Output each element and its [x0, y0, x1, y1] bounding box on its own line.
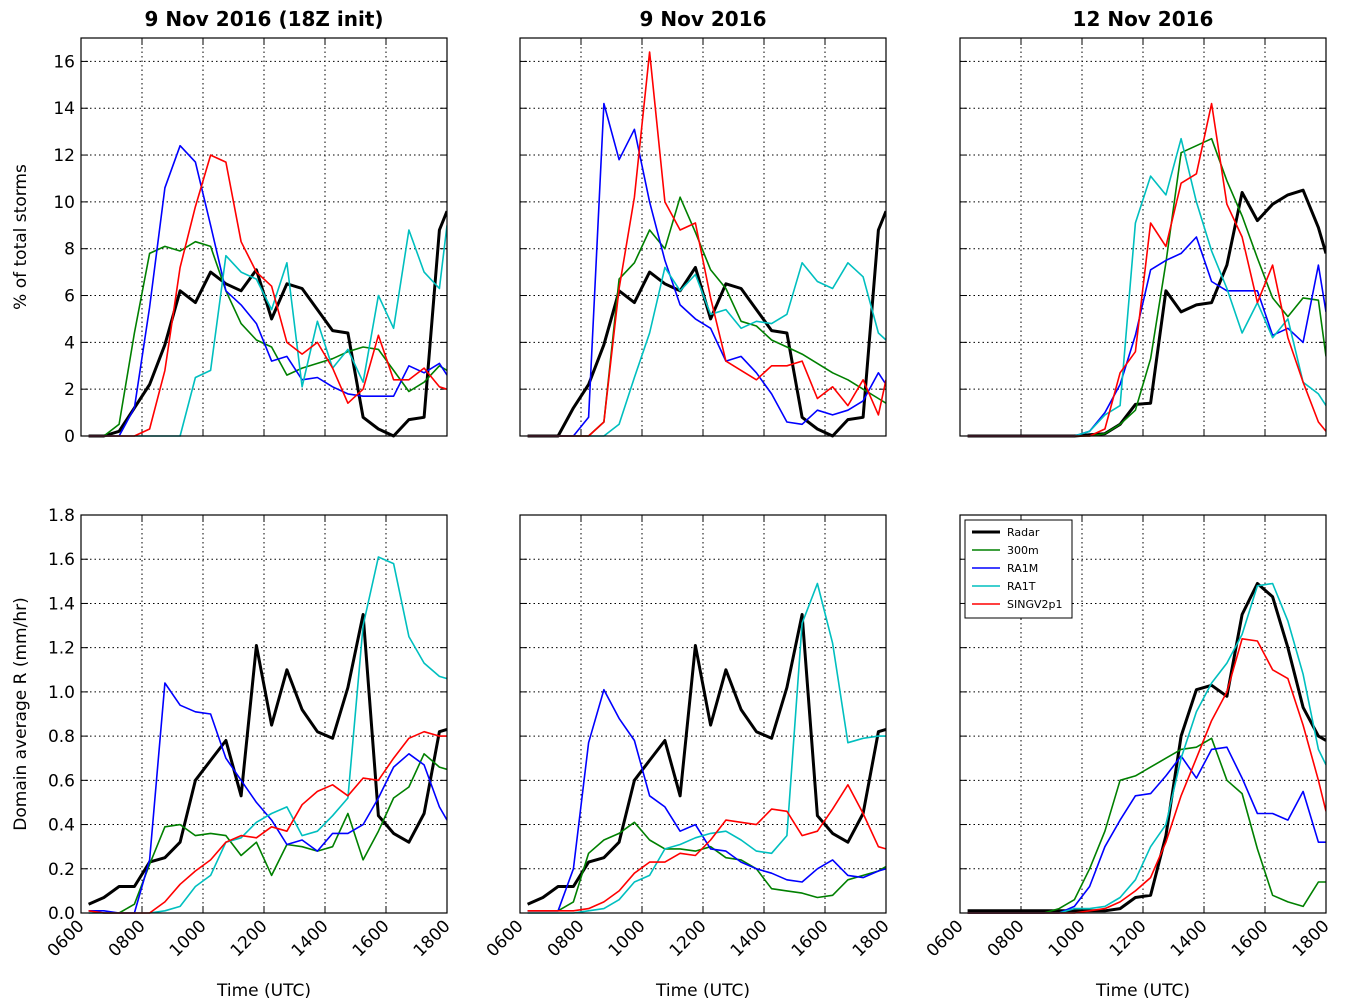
plot-frame [80, 37, 448, 437]
y-tick-label: 1.6 [48, 550, 75, 570]
series-line [967, 582, 1326, 913]
x-tick-label: 1200 [666, 916, 711, 961]
y-tick-label: 1.0 [48, 683, 75, 703]
x-tick-label: 1600 [788, 916, 833, 961]
x-tick-label: 1400 [288, 916, 333, 961]
series-line [527, 102, 886, 437]
x-tick-label: 1200 [1106, 916, 1151, 961]
x-tick-label: 1200 [227, 916, 272, 961]
series-line [527, 784, 886, 912]
panel: 9 Nov 2016 [519, 7, 887, 438]
x-tick-label: 1000 [605, 916, 650, 961]
series-line [527, 51, 886, 437]
legend-label: 300m [1007, 544, 1039, 557]
y-tick-label: 0.6 [48, 771, 75, 791]
plot-frame [959, 37, 1327, 437]
x-tick-label: 1000 [1045, 916, 1090, 961]
series-line [88, 154, 447, 437]
x-axis-label: Time (UTC) [216, 981, 311, 1001]
series-line [527, 688, 886, 912]
y-tick-label: 10 [53, 193, 75, 213]
y-tick-label: 12 [53, 146, 75, 166]
y-tick-label: 4 [64, 333, 75, 353]
x-tick-label: 0800 [544, 916, 589, 961]
x-tick-label: 0600 [923, 916, 968, 961]
x-axis-label: Time (UTC) [655, 981, 750, 1001]
panel-title: 12 Nov 2016 [1073, 7, 1214, 31]
y-tick-label: 16 [53, 52, 75, 72]
legend-box [964, 519, 1073, 619]
y-axis-label: % of total storms [11, 164, 31, 310]
legend-label: RA1T [1007, 580, 1036, 593]
x-axis-label: Time (UTC) [1095, 981, 1190, 1001]
y-tick-label: 0 [64, 427, 75, 447]
y-tick-label: 6 [64, 287, 75, 307]
x-tick-label: 1400 [727, 916, 772, 961]
x-tick-label: 1600 [1228, 916, 1273, 961]
x-tick-label: 0800 [984, 916, 1029, 961]
y-tick-label: 8 [64, 240, 75, 260]
series-line [88, 240, 447, 437]
panel: 0600 0800 1000 1200 1400 1600 1800 Time (UTC) Ra… [923, 514, 1334, 1001]
plot-frame [959, 514, 1327, 914]
y-tick-label: 1.8 [48, 506, 75, 526]
panel: 0600 0800 1000 1200 1400 1600 1800 Time (UTC) [483, 514, 894, 1001]
x-tick-label: 0600 [483, 916, 528, 961]
y-tick-label: 0.4 [48, 816, 75, 836]
x-tick-label: 1800 [849, 916, 894, 961]
x-tick-label: 1800 [1289, 916, 1334, 961]
panel-title: 9 Nov 2016 [639, 7, 766, 31]
series-line [88, 753, 447, 914]
panel: 0 2 4 6 8 10 12 14 16 9 Nov 2016 (18Z init) % of t… [11, 7, 448, 447]
plot-frame [80, 514, 448, 914]
x-tick-label: 1000 [166, 916, 211, 961]
plot-frame [519, 514, 887, 914]
series-line [88, 682, 447, 914]
series-line [527, 210, 886, 438]
y-axis-label: Domain average R (mm/hr) [11, 597, 31, 830]
y-tick-label: 0.2 [48, 860, 75, 880]
x-tick-label: 1600 [349, 916, 394, 961]
y-tick-label: 0.0 [48, 904, 75, 924]
x-tick-label: 1800 [410, 916, 455, 961]
legend-label: Radar [1007, 526, 1040, 539]
x-tick-label: 0800 [105, 916, 150, 961]
series-line [527, 821, 886, 912]
y-tick-label: 2 [64, 380, 75, 400]
y-tick-label: 14 [53, 99, 75, 119]
series-line [526, 613, 886, 906]
series-line [88, 210, 447, 438]
y-tick-label: 1.4 [48, 594, 75, 614]
x-tick-label: 1400 [1167, 916, 1212, 961]
panel-title: 9 Nov 2016 (18Z init) [144, 7, 383, 31]
legend-label: RA1M [1007, 562, 1038, 575]
panel: 12 Nov 2016 [959, 7, 1327, 438]
y-tick-label: 1.2 [48, 639, 75, 659]
y-tick-label: 0.8 [48, 727, 75, 747]
series-line [527, 196, 886, 437]
series-line [967, 102, 1326, 437]
plot-frame [519, 37, 887, 437]
series-line [527, 582, 886, 914]
legend-label: SINGV2p1 [1007, 598, 1062, 611]
series-line [88, 144, 447, 437]
